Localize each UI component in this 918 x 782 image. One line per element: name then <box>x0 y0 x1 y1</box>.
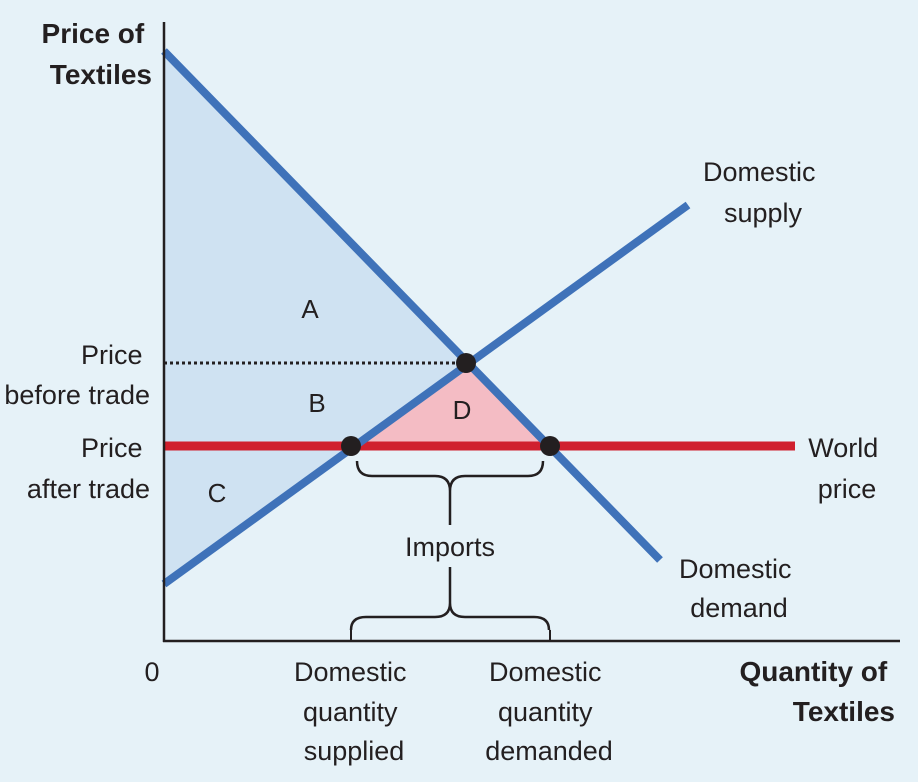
quantity-supplied-label: Domestic quantity supplied <box>294 657 414 766</box>
equilibrium-point <box>456 353 476 373</box>
x-axis-title: Quantity of Textiles <box>739 656 895 727</box>
surplus-area <box>164 51 466 584</box>
region-d-label: D <box>453 395 472 425</box>
world-price-label: World price <box>808 433 886 504</box>
demanded-point <box>540 436 560 456</box>
supplied-point <box>341 436 361 456</box>
imports-brace-bottom <box>349 602 551 631</box>
origin-label: 0 <box>144 657 159 687</box>
region-c-label: C <box>208 478 227 508</box>
region-a-label: A <box>301 294 319 324</box>
price-after-trade-label: Price after trade <box>27 433 150 504</box>
area-d <box>351 363 550 446</box>
domestic-supply-label: Domestic supply <box>703 157 823 228</box>
domestic-demand-curve <box>161 48 663 563</box>
imports-brace-top <box>355 460 545 492</box>
domestic-supply-curve <box>161 201 691 588</box>
quantity-demanded-label: Domestic quantity demanded <box>485 657 613 766</box>
region-b-label: B <box>308 388 325 418</box>
domestic-demand-label: Domestic demand <box>679 554 799 623</box>
imports-label: Imports <box>405 532 495 562</box>
price-before-trade-label: Price before trade <box>4 340 150 410</box>
y-axis-title: Price of Textiles <box>42 18 152 90</box>
